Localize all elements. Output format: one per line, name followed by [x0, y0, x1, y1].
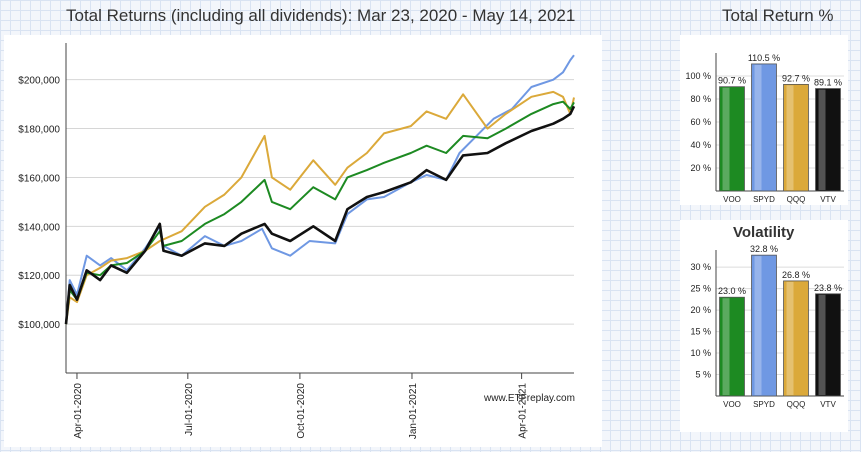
- volatility-title: Volatility: [733, 224, 795, 241]
- category-label: VTV: [820, 400, 836, 409]
- bar-highlight: [818, 294, 826, 395]
- category-label: QQQ: [787, 195, 806, 204]
- y-tick-label: $160,000: [18, 173, 60, 184]
- bar-highlight: [786, 85, 794, 190]
- y-tick-label: 5 %: [695, 370, 711, 380]
- watermark: www.ETFreplay.com: [484, 393, 575, 404]
- y-tick-label: $180,000: [18, 125, 60, 136]
- y-tick-label: $120,000: [18, 271, 60, 282]
- y-tick-label: $100,000: [18, 320, 60, 331]
- bar: [751, 63, 777, 192]
- bar: [783, 280, 809, 397]
- bar-value-label: 89.1 %: [814, 78, 842, 88]
- y-tick-label: $140,000: [18, 222, 60, 233]
- y-tick-label: 20 %: [690, 305, 711, 315]
- y-tick-label: 100 %: [685, 71, 711, 81]
- y-tick-label: 20 %: [690, 163, 711, 173]
- y-tick-label: 80 %: [690, 94, 711, 104]
- bar-highlight: [818, 89, 826, 190]
- category-label: SPYD: [753, 400, 775, 409]
- category-label: SPYD: [753, 195, 775, 204]
- bar-value-label: 26.8 %: [782, 270, 810, 280]
- y-tick-label: $200,000: [18, 76, 60, 87]
- bar-value-label: 23.0 %: [718, 286, 746, 296]
- y-tick-label: 30 %: [690, 262, 711, 272]
- line-chart: $100,000 $120,000 $140,000 $160,000 $180,000…: [18, 43, 576, 440]
- category-label: VOO: [723, 400, 741, 409]
- bar: [751, 254, 777, 397]
- bar: [815, 88, 841, 192]
- y-tick-label: 40 %: [690, 140, 711, 150]
- y-tick-label: 60 %: [690, 117, 711, 127]
- bar-value-label: 92.7 %: [782, 73, 810, 83]
- category-label: VTV: [820, 195, 836, 204]
- x-tick-label: Jul-01-2020: [184, 383, 195, 436]
- series-line: [64, 105, 576, 325]
- chart-title: Total Returns (including all dividends):…: [66, 6, 576, 25]
- bar-highlight: [722, 87, 730, 190]
- line-chart-panel: $100,000 $120,000 $140,000 $160,000 $180,000…: [4, 35, 602, 447]
- volatility-chart: 5 % 10 % 15 % 20 % 25 % 30 % 23.0 % VOO 32.8 % SP…: [690, 244, 844, 409]
- y-tick-label: 10 %: [690, 348, 711, 358]
- category-label: QQQ: [787, 400, 806, 409]
- series-line: [65, 90, 575, 325]
- bar: [783, 83, 809, 192]
- y-tick-label: 15 %: [690, 327, 711, 337]
- bar-highlight: [722, 298, 730, 395]
- bar: [815, 293, 841, 397]
- bar-value-label: 90.7 %: [718, 76, 746, 86]
- x-tick-label: Oct-01-2020: [296, 383, 307, 439]
- bar-highlight: [754, 256, 762, 395]
- total-return-panel: 20 % 40 % 60 % 80 % 100 % 90.7 % VOO 110.5 % SPY…: [680, 35, 848, 205]
- bar-highlight: [754, 64, 762, 190]
- total-return-title: Total Return %: [722, 6, 834, 25]
- series-line: [65, 100, 575, 325]
- series-line: [65, 54, 575, 325]
- bar: [719, 86, 745, 192]
- x-tick-label: Apr-01-2020: [73, 383, 84, 439]
- bar-value-label: 110.5 %: [748, 53, 780, 63]
- bar-highlight: [786, 281, 794, 395]
- x-tick-label: Apr-01-2021: [518, 383, 529, 439]
- volatility-panel: Volatility 5 % 10 % 15 % 20 % 25 % 30 % 23.0 %…: [680, 220, 848, 432]
- total-return-chart: 20 % 40 % 60 % 80 % 100 % 90.7 % VOO 110.5 % SPY…: [685, 53, 844, 204]
- bar-value-label: 23.8 %: [814, 283, 842, 293]
- bar: [719, 296, 745, 397]
- category-label: VOO: [723, 195, 741, 204]
- bar-value-label: 32.8 %: [750, 244, 778, 254]
- x-tick-label: Jan-01-2021: [408, 383, 419, 440]
- y-tick-label: 25 %: [690, 284, 711, 294]
